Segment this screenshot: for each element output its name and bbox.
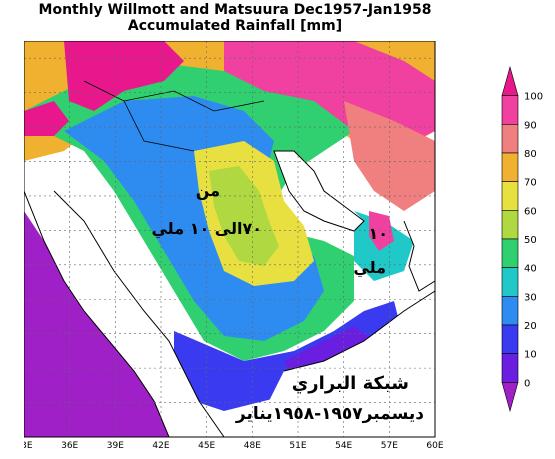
- colorbar-segment: [502, 268, 518, 297]
- colorbar-segment: [502, 210, 518, 239]
- lon-tick-label: 51E: [289, 441, 306, 451]
- colorbar-segment: [502, 124, 518, 153]
- credit-line1: شبكة البراري: [292, 373, 409, 394]
- colorbar-segment: [502, 239, 518, 268]
- lon-tick-label: 48E: [244, 441, 261, 451]
- colorbar-segment: [502, 325, 518, 354]
- colorbar-segment: [502, 67, 518, 96]
- rainfall-map: 33E36E39E42E45E48E51E54E57E60E 12N14N16N…: [24, 41, 555, 459]
- chart-subtitle: Accumulated Rainfall [mm]: [0, 18, 470, 34]
- colorbar-tick-label: 50: [524, 235, 537, 246]
- colorbar-tick-label: 30: [524, 292, 537, 303]
- colorbar-tick-label: 10: [524, 350, 537, 361]
- colorbar-tick-label: 60: [524, 206, 537, 217]
- colorbar-tick-label: 80: [524, 149, 537, 160]
- colorbar-tick-label: 70: [524, 178, 537, 189]
- colorbar-segment: [502, 354, 518, 383]
- colorbar-segment: [502, 182, 518, 211]
- lon-tick-label: 57E: [381, 441, 398, 451]
- colorbar-tick-label: 90: [524, 120, 537, 131]
- annotation-center-line1: من: [196, 181, 220, 200]
- colorbar-tick-label: 40: [524, 264, 537, 275]
- lon-tick-label: 36E: [61, 441, 78, 451]
- annotation-east-line2: ملي: [353, 258, 386, 278]
- colorbar-segment: [502, 96, 518, 125]
- colorbar-tick-label: 0: [524, 378, 530, 389]
- colorbar-segment: [502, 153, 518, 182]
- chart-title: Monthly Willmott and Matsuura Dec1957-Ja…: [0, 2, 470, 18]
- colorbar-segment: [502, 382, 518, 411]
- lon-tick-label: 39E: [107, 441, 124, 451]
- lon-tick-label: 60E: [426, 441, 443, 451]
- colorbar-tick-label: 100: [524, 92, 543, 103]
- annotation-east-line1: ١٠: [368, 224, 388, 243]
- lon-tick-label: 45E: [198, 441, 215, 451]
- lon-tick-label: 54E: [335, 441, 352, 451]
- lon-tick-label: 33E: [24, 441, 33, 451]
- credit-line2: ديسمبر١٩٥٧-١٩٥٨يناير: [235, 404, 424, 424]
- colorbar-segment: [502, 296, 518, 325]
- colorbar-tick-label: 20: [524, 321, 537, 332]
- lon-tick-label: 42E: [152, 441, 169, 451]
- annotation-center-line2: ٧٠الى ١٠ ملي: [151, 219, 262, 239]
